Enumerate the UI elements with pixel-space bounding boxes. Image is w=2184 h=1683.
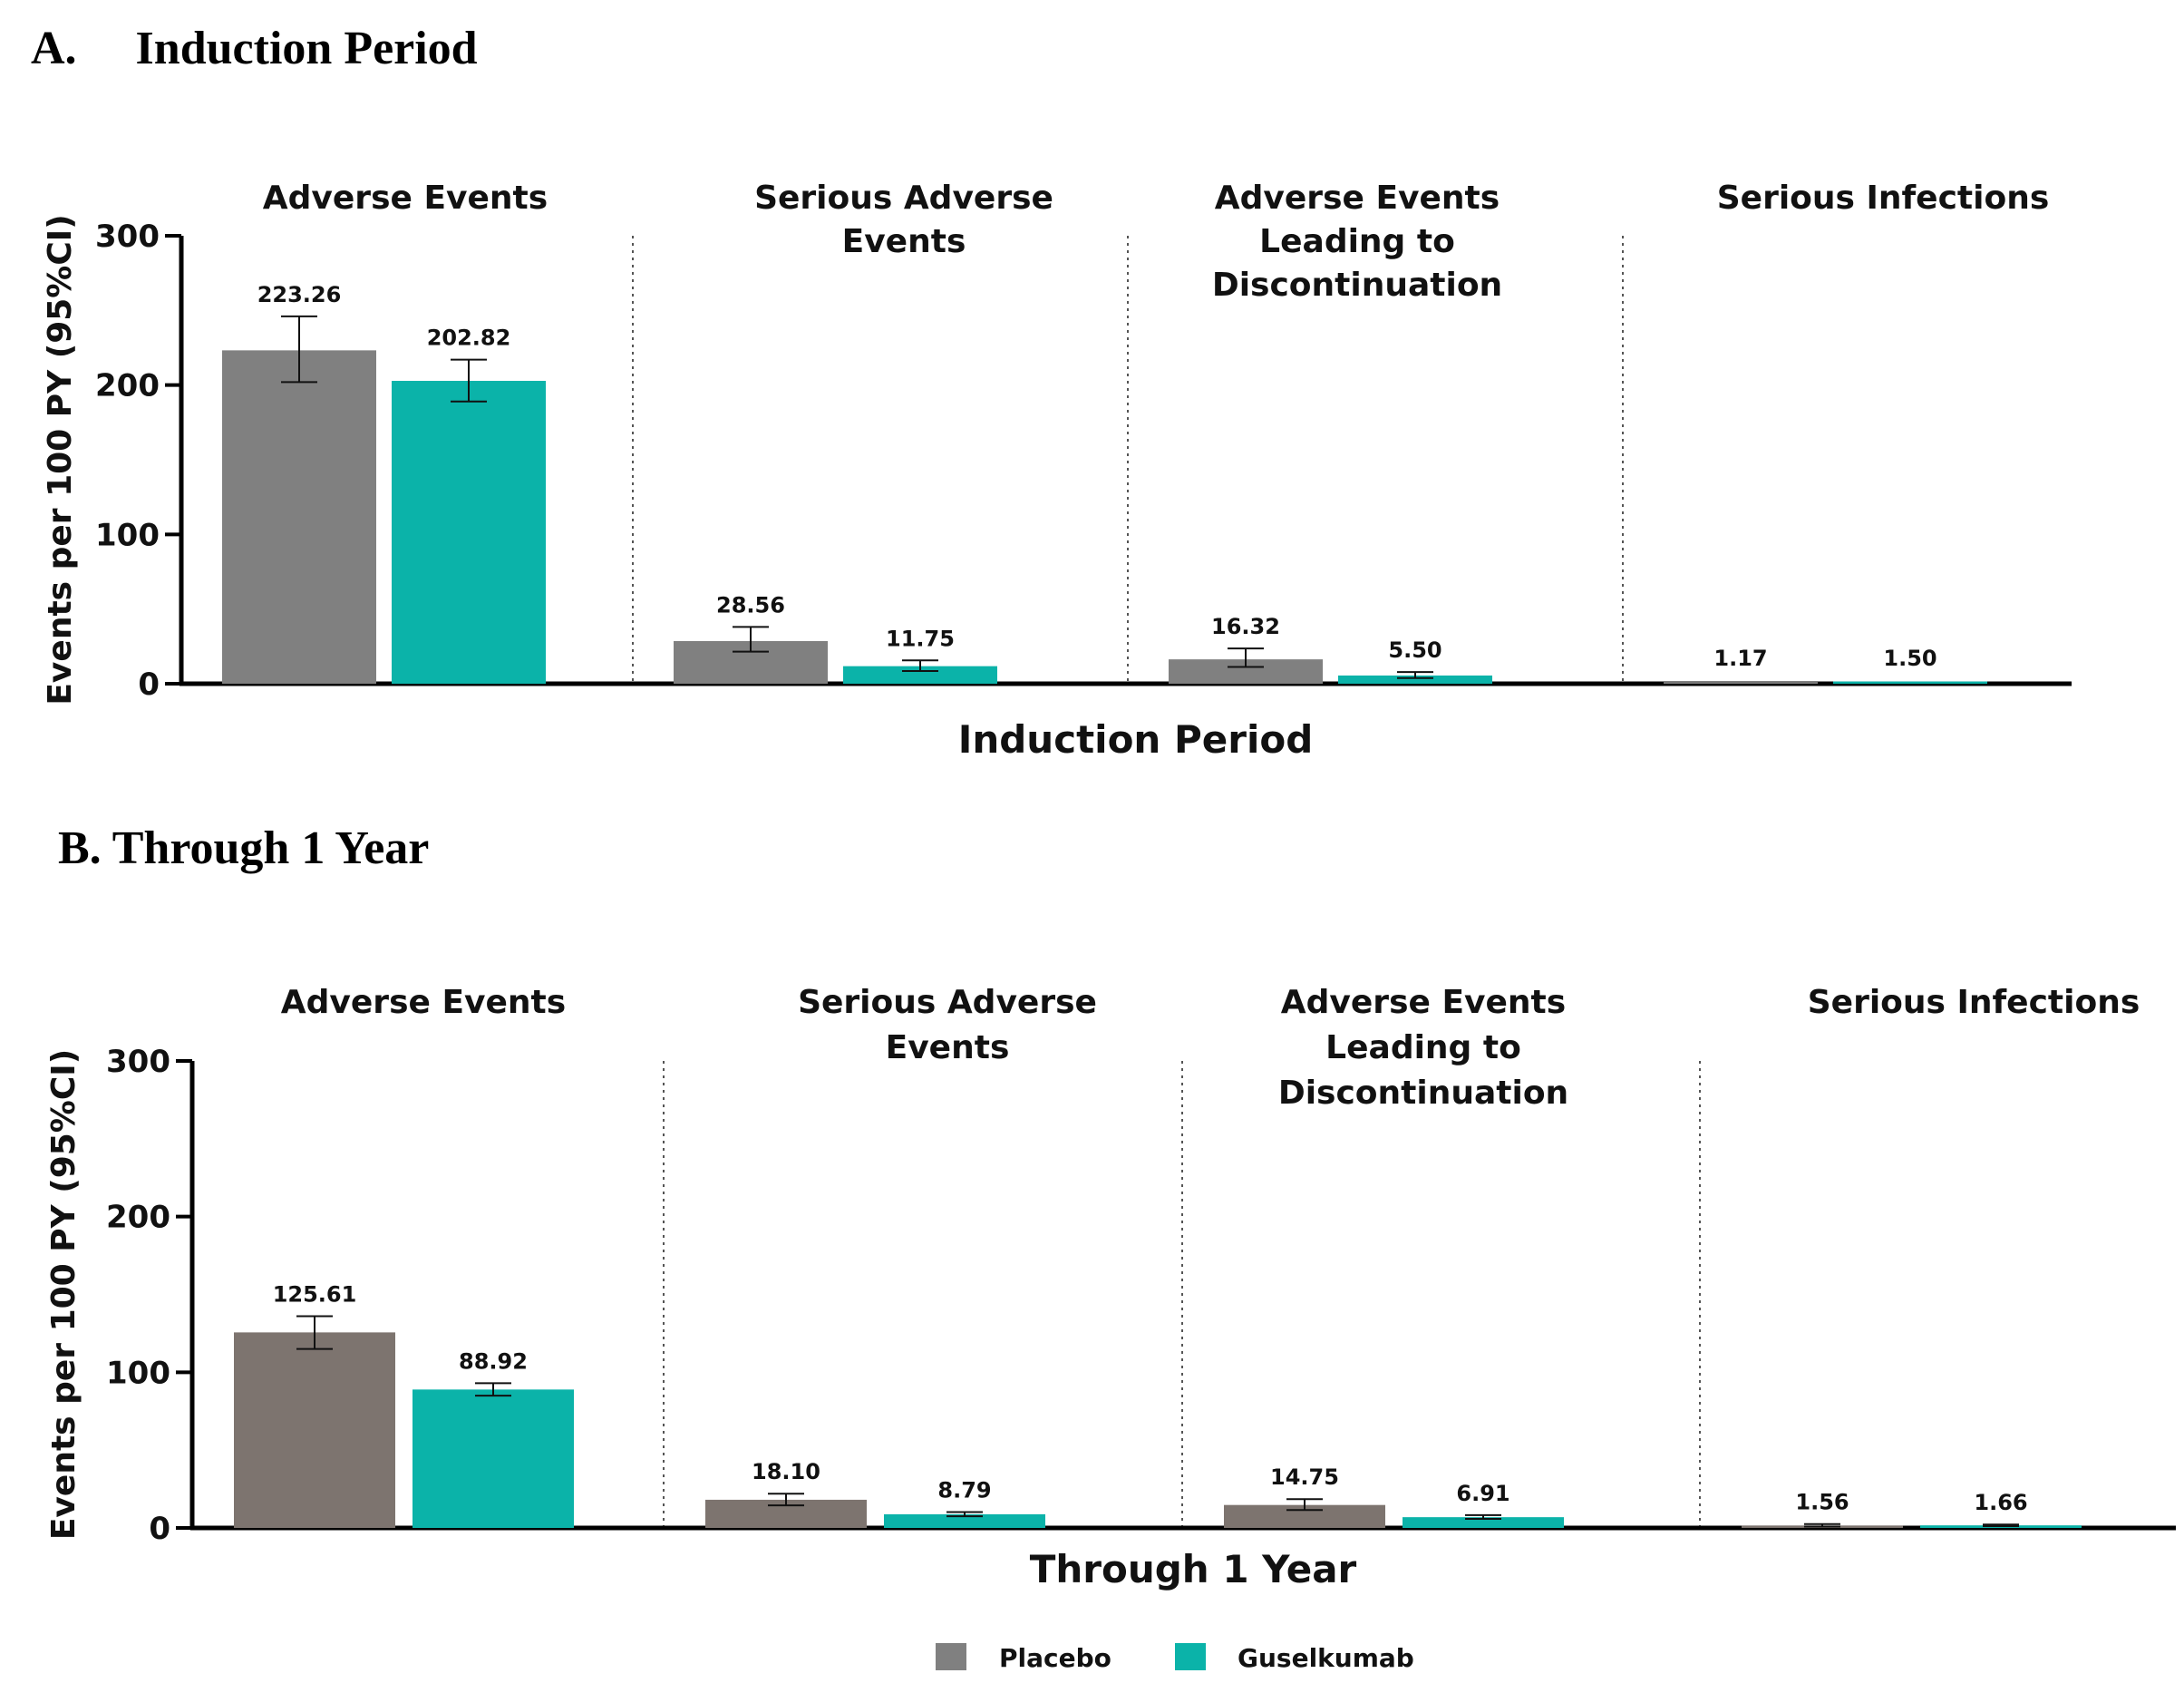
y-tick-label-a-0: 0 <box>138 666 160 703</box>
group-title-line: Serious Adverse <box>754 180 1053 217</box>
bar-a-serious-adverse-events-guselkumab <box>843 666 997 684</box>
bar-a-adverse-events-leading-to-discontinuation-guselkumab <box>1338 675 1492 684</box>
panel-b-plot-area: Adverse Events Serious Adverse Events Adver… <box>45 984 2176 1591</box>
y-tick-label-b-0: 0 <box>149 1511 170 1547</box>
value-label-b-adverse-events-guselkumab: 88.92 <box>459 1348 528 1374</box>
legend-swatch-placebo <box>936 1643 966 1670</box>
legend-label-guselkumab: Guselkumab <box>1238 1643 1414 1673</box>
y-tick-label-b-200: 200 <box>106 1200 170 1236</box>
panel-a-induction-period: A. Induction Period Adverse Events Seriou… <box>31 23 2072 762</box>
legend-label-placebo: Placebo <box>999 1643 1111 1673</box>
group-title-line: Events <box>886 1029 1010 1066</box>
value-label-a-serious-adverse-events-guselkumab: 11.75 <box>886 626 955 651</box>
value-label-b-adverse-events-leading-to-discontinuation-guselkumab: 6.91 <box>1456 1481 1509 1506</box>
legend-swatch-guselkumab <box>1175 1643 1206 1670</box>
group-title-line: Adverse Events <box>1215 180 1500 217</box>
value-label-b-serious-adverse-events-placebo: 18.10 <box>752 1459 820 1484</box>
group-title-line: Events <box>842 223 966 260</box>
group-title-a-serious-infections: Serious Infections <box>1717 180 2050 217</box>
group-title-line: Serious Infections <box>1717 180 2050 217</box>
group-title-a-serious-adverse-events: Serious Adverse Events <box>754 180 1053 260</box>
value-label-b-serious-infections-placebo: 1.56 <box>1795 1490 1849 1515</box>
y-tick-label-a-100: 100 <box>95 517 160 553</box>
value-label-b-serious-adverse-events-guselkumab: 8.79 <box>937 1477 991 1503</box>
bar-b-adverse-events-leading-to-discontinuation-guselkumab <box>1403 1517 1564 1528</box>
group-title-b-adverse-events: Adverse Events <box>281 984 566 1021</box>
y-tick-label-b-300: 300 <box>106 1044 170 1080</box>
y-tick-label-b-100: 100 <box>106 1355 170 1391</box>
value-label-b-serious-infections-guselkumab: 1.66 <box>1974 1490 2027 1515</box>
group-title-line: Discontinuation <box>1278 1075 1568 1112</box>
y-tick-label-a-200: 200 <box>95 368 160 404</box>
group-title-line: Adverse Events <box>1281 984 1566 1021</box>
value-label-a-adverse-events-placebo: 223.26 <box>257 282 342 307</box>
panel-a-plot-area: Adverse Events Serious Adverse Events Adver… <box>42 180 2072 762</box>
y-tick-label-a-300: 300 <box>95 219 160 255</box>
group-title-line: Adverse Events <box>263 180 548 217</box>
group-title-line: Serious Infections <box>1808 984 2140 1021</box>
group-title-line: Leading to <box>1259 223 1455 260</box>
group-title-b-adverse-events-leading-to-discontinuation: Adverse Events Leading to Discontinuation <box>1278 984 1568 1112</box>
group-title-a-adverse-events-leading-to-discontinuation: Adverse Events Leading to Discontinuation <box>1212 180 1502 304</box>
group-title-a-adverse-events: Adverse Events <box>263 180 548 217</box>
group-title-line: Discontinuation <box>1212 267 1502 304</box>
bar-a-adverse-events-guselkumab <box>392 381 546 684</box>
value-label-b-adverse-events-leading-to-discontinuation-placebo: 14.75 <box>1270 1464 1339 1490</box>
panel-b-heading: B. Through 1 Year <box>58 822 429 874</box>
value-label-a-serious-infections-guselkumab: 1.50 <box>1883 646 1936 671</box>
bar-b-serious-adverse-events-guselkumab <box>884 1513 1045 1528</box>
value-label-a-adverse-events-leading-to-discontinuation-guselkumab: 5.50 <box>1388 637 1441 663</box>
group-title-b-serious-adverse-events: Serious Adverse Events <box>798 984 1097 1066</box>
group-title-b-serious-infections: Serious Infections <box>1808 984 2140 1021</box>
value-label-a-serious-infections-placebo: 1.17 <box>1713 646 1767 671</box>
panel-b-through-1-year: B. Through 1 Year Adverse Events Serious … <box>45 822 2176 1591</box>
legend: Placebo Guselkumab <box>936 1643 1414 1673</box>
value-label-a-adverse-events-leading-to-discontinuation-placebo: 16.32 <box>1211 614 1280 639</box>
y-axis-title-b: Events per 100 PY (95%CI) <box>45 1049 83 1540</box>
y-axis-title-a: Events per 100 PY (95%CI) <box>42 214 79 705</box>
value-label-a-serious-adverse-events-placebo: 28.56 <box>716 592 785 618</box>
group-title-line: Leading to <box>1325 1029 1521 1066</box>
x-axis-title-b: Through 1 Year <box>1030 1547 1357 1591</box>
panel-a-heading: A. Induction Period <box>31 23 478 74</box>
bar-a-serious-infections-guselkumab <box>1833 681 1987 684</box>
value-label-a-adverse-events-guselkumab: 202.82 <box>427 326 511 351</box>
value-label-b-adverse-events-placebo: 125.61 <box>273 1282 357 1308</box>
bar-a-serious-infections-placebo <box>1664 682 1818 684</box>
group-title-line: Adverse Events <box>281 984 566 1021</box>
bar-b-adverse-events-guselkumab <box>413 1389 574 1528</box>
bar-b-adverse-events-placebo <box>234 1332 395 1528</box>
x-axis-title-a: Induction Period <box>958 717 1314 762</box>
bar-a-adverse-events-placebo <box>222 350 376 684</box>
group-title-line: Serious Adverse <box>798 984 1097 1021</box>
